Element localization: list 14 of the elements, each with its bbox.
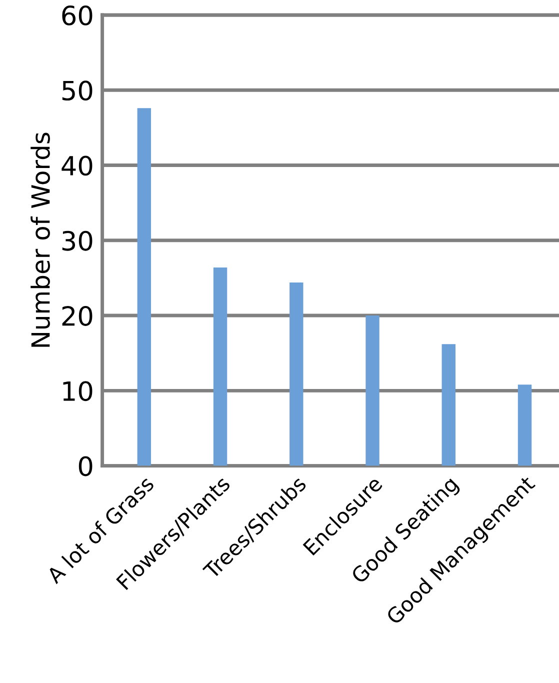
bar xyxy=(137,108,152,466)
bar xyxy=(290,282,304,466)
bar xyxy=(213,267,228,466)
y-tick-label: 10 xyxy=(63,381,92,402)
y-tick-label: 40 xyxy=(62,156,92,176)
y-tick-label: 30 xyxy=(62,230,92,251)
y-tick-label: 20 xyxy=(62,306,92,326)
y-tick-label: 0 xyxy=(78,456,92,476)
bar xyxy=(366,316,380,466)
y-tick-label: 50 xyxy=(62,80,92,101)
bar xyxy=(518,384,532,466)
y-tick-label: 60 xyxy=(62,5,92,26)
bar xyxy=(442,344,456,466)
y-axis-title: Number of Words xyxy=(30,132,50,347)
